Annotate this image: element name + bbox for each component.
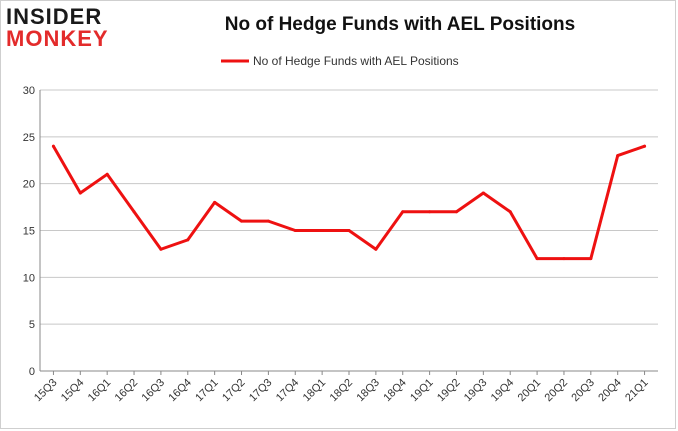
x-tick-label-16Q1: 16Q1	[86, 377, 114, 405]
logo-line-1: INSIDER	[6, 4, 103, 29]
y-tick-label-10: 10	[23, 272, 35, 284]
y-tick-label-5: 5	[29, 319, 35, 331]
data-point-18Q3	[374, 247, 378, 251]
x-tick-label-15Q3: 15Q3	[32, 377, 60, 405]
data-point-20Q2	[562, 257, 566, 261]
series-line-0	[51, 144, 647, 261]
data-point-20Q1	[535, 257, 539, 261]
x-tick-label-19Q1: 19Q1	[408, 377, 436, 405]
data-point-19Q1	[428, 210, 432, 214]
x-tick-label-16Q3: 16Q3	[140, 377, 168, 405]
x-tick-label-16Q2: 16Q2	[113, 377, 141, 405]
data-point-19Q3	[481, 191, 485, 195]
x-tick-label-20Q2: 20Q2	[543, 377, 571, 405]
data-point-18Q1	[320, 229, 324, 232]
x-tick-label-19Q4: 19Q4	[489, 377, 517, 405]
data-point-16Q1	[105, 172, 109, 176]
data-point-18Q2	[347, 229, 351, 232]
data-point-16Q3	[159, 247, 163, 251]
x-tick-label-17Q1: 17Q1	[193, 377, 221, 405]
x-tick-label-18Q2: 18Q2	[328, 377, 356, 405]
legend: No of Hedge Funds with AEL Positions	[221, 54, 459, 68]
legend-label: No of Hedge Funds with AEL Positions	[253, 54, 459, 68]
x-tick-label-18Q1: 18Q1	[301, 377, 329, 405]
y-tick-label-25: 25	[23, 132, 35, 144]
axes	[39, 90, 658, 375]
x-tick-label-18Q3: 18Q3	[354, 377, 382, 405]
data-point-16Q4	[186, 238, 190, 242]
data-point-20Q4	[616, 154, 620, 158]
x-tick-label-16Q4: 16Q4	[166, 377, 194, 405]
x-tick-label-15Q4: 15Q4	[59, 377, 87, 405]
data-point-17Q2	[240, 219, 244, 223]
series-lines	[51, 144, 647, 261]
data-point-15Q4	[78, 191, 82, 195]
x-tick-label-21Q1: 21Q1	[623, 377, 651, 405]
x-tick-label-17Q3: 17Q3	[247, 377, 275, 405]
x-tick-label-20Q1: 20Q1	[516, 377, 544, 405]
data-point-17Q3	[266, 219, 270, 223]
data-point-17Q4	[293, 229, 297, 232]
y-tick-label-0: 0	[29, 366, 35, 378]
data-point-16Q2	[132, 210, 136, 214]
x-tick-label-17Q4: 17Q4	[274, 377, 302, 405]
chart-title: No of Hedge Funds with AEL Positions	[224, 14, 576, 35]
data-point-19Q4	[508, 210, 512, 214]
data-point-17Q1	[213, 200, 217, 204]
data-point-15Q3	[51, 144, 55, 148]
logo-line-2: MONKEY	[6, 26, 109, 51]
grid-lines	[40, 89, 658, 325]
x-tick-label-20Q3: 20Q3	[569, 377, 597, 405]
data-point-19Q2	[454, 210, 458, 214]
x-tick-label-18Q4: 18Q4	[381, 377, 409, 405]
insider-monkey-logo: INSIDER MONKEY	[6, 6, 128, 54]
y-tick-labels: 0 5 10 15 20 25 30	[23, 85, 35, 378]
x-tick-label-20Q4: 20Q4	[596, 377, 624, 405]
data-point-20Q3	[589, 257, 593, 261]
x-tick-label-19Q2: 19Q2	[435, 377, 463, 405]
data-point-21Q1	[643, 144, 647, 148]
y-tick-label-20: 20	[23, 179, 35, 191]
x-tick-labels: 15Q3 15Q4 16Q1 16Q2 16Q3 16Q4 17Q1 17Q2 17Q3 17Q4…	[32, 377, 651, 405]
x-tick-label-17Q2: 17Q2	[220, 377, 248, 405]
y-tick-label-15: 15	[23, 226, 35, 238]
y-tick-label-30: 30	[23, 85, 35, 97]
x-tick-label-19Q3: 19Q3	[462, 377, 490, 405]
data-point-18Q4	[401, 210, 405, 214]
